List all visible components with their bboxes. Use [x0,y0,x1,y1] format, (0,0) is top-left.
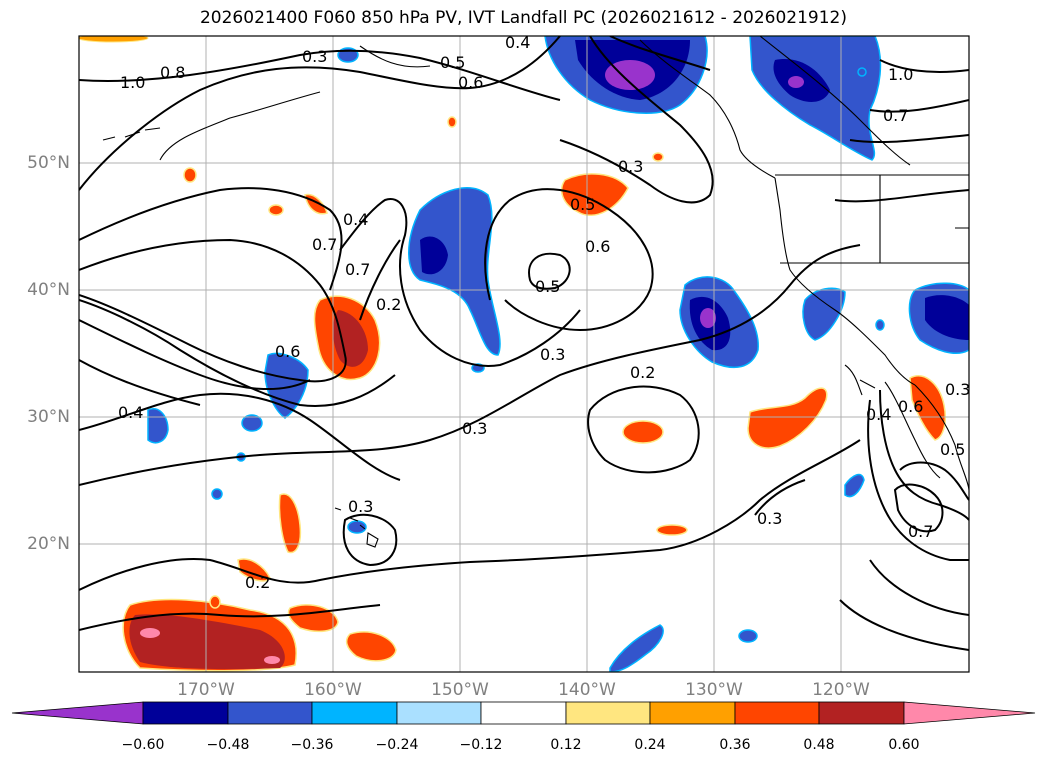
contour-label: 0.5 [440,53,465,72]
colorbar-tick: −0.24 [375,737,419,753]
contour-label: 0.8 [160,63,185,82]
contour-label: 0.4 [118,403,143,422]
hawaii-islands [334,507,379,548]
contour-label: 0.4 [866,405,891,424]
contour-label: 0.5 [535,277,560,296]
contour-label: 1.0 [888,65,913,84]
contour-label: 0.2 [376,295,401,314]
lon-label-160w: 160°W [304,680,362,700]
lat-label-40n: 40°N [27,280,70,300]
pv-contours [79,36,969,651]
shade-pink-spot-2 [264,656,280,664]
contour-label: 0.6 [898,397,923,416]
contour-label: 0.6 [275,342,300,361]
lat-label-30n: 30°N [27,407,70,427]
contour-label: 0.4 [343,210,368,229]
colorbar [11,701,1036,725]
lat-label-20n: 20°N [27,534,70,554]
contour-label: 0.3 [302,47,327,66]
shade-hawaii-south-core [129,614,285,670]
lat-label-50n: 50°N [27,153,70,173]
lon-label-150w: 150°W [431,680,489,700]
lon-label-140w: 140°W [558,680,616,700]
map-title: 2026021400 F060 850 hPa PV, IVT Landfall… [199,8,847,28]
colorbar-tick: 0.60 [888,737,920,753]
contour-label: 0.6 [458,73,483,92]
gridlines [79,36,969,672]
colorbar-tick: 0.36 [719,737,751,753]
shade-125w-blob [747,387,828,449]
contour-label: 0.2 [630,363,655,382]
colorbar-tick: −0.12 [459,737,503,753]
colorbar-tick: 0.12 [550,737,582,753]
contour-label: 0.7 [312,235,337,254]
lon-label-130w: 130°W [685,680,743,700]
shade-pink-spot [140,628,160,638]
contour-label: 0.3 [618,157,643,176]
shade-150w-blob [408,187,501,356]
contour-label: 0.7 [345,260,370,279]
colorbar-tick: −0.48 [206,737,250,753]
map-frame [78,35,970,673]
contour-labels: 0.3 0.5 0.6 0.4 1.0 0.8 1.0 0.7 0.3 0.5 … [118,33,970,592]
colorbar-tick: 0.48 [803,737,835,753]
contour-label: 0.5 [940,440,965,459]
contour-label: 0.3 [757,509,782,528]
contour-label: 0.3 [348,497,373,516]
contour-label: 0.7 [908,522,933,541]
lon-label-170w: 170°W [177,680,235,700]
contour-label: 0.6 [585,237,610,256]
contour-label: 1.0 [120,73,145,92]
negative-shading [147,36,969,672]
colorbar-tick: 0.24 [634,737,666,753]
colorbar-tick: −0.60 [121,737,165,753]
colorbar-tick: −0.36 [290,737,334,753]
contour-label: 0.3 [462,419,487,438]
contour-label: 0.2 [245,573,270,592]
positive-shading [79,36,947,672]
contour-label: 0.3 [540,345,565,364]
contour-label: 0.5 [570,195,595,214]
contour-label: 0.7 [883,106,908,125]
lon-label-120w: 120°W [812,680,870,700]
contour-label: 0.4 [505,33,530,52]
contour-label: 0.3 [945,380,970,399]
